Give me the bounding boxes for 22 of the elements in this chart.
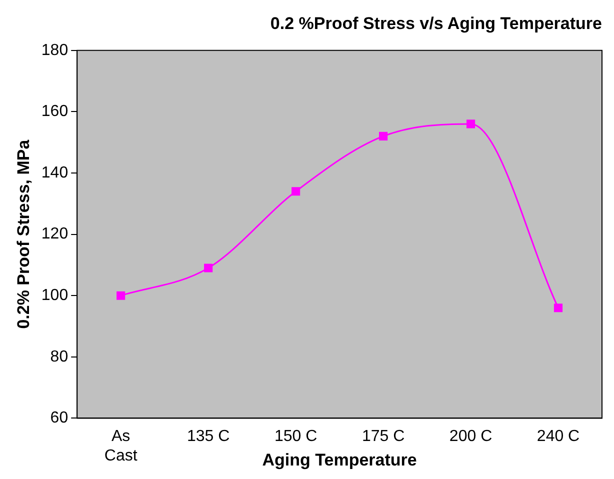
x-tick-label: 135 C [186, 428, 230, 446]
chart-title: 0.2 %Proof Stress v/s Aging Temperature [270, 14, 602, 33]
x-tick-label: As Cast [104, 428, 138, 464]
x-tick-label: 150 C [274, 428, 318, 446]
x-tick-label: 175 C [362, 428, 405, 446]
point [204, 264, 213, 272]
point [554, 304, 563, 312]
x-tick-label: 240 C [536, 428, 580, 446]
y-tick-label: 180 [41, 42, 68, 59]
point [379, 132, 388, 141]
x-tick-label: 200 C [449, 428, 492, 446]
y-tick-label: 120 [41, 226, 68, 243]
x-axis-title: Aging Temperature [262, 450, 417, 470]
point [292, 187, 300, 196]
y-tick-label: 100 [41, 287, 68, 304]
y-tick-label: 140 [41, 164, 68, 182]
point [116, 291, 126, 300]
y-axis-title: 0.2% Proof Stress, MPa [14, 139, 33, 329]
y-tick-label: 60 [50, 410, 68, 427]
point [466, 120, 476, 128]
y-tick-label: 160 [41, 103, 68, 120]
y-tick-label: 80 [50, 348, 68, 366]
